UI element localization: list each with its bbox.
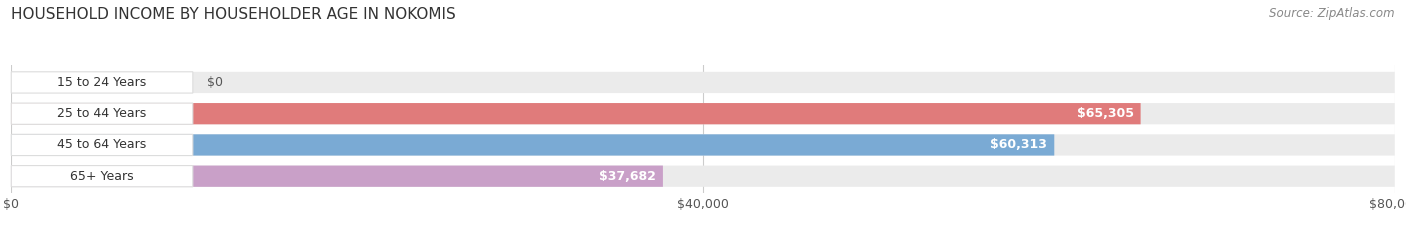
FancyBboxPatch shape <box>11 134 193 156</box>
Text: 15 to 24 Years: 15 to 24 Years <box>58 76 146 89</box>
FancyBboxPatch shape <box>11 103 1140 124</box>
Text: 65+ Years: 65+ Years <box>70 170 134 183</box>
FancyBboxPatch shape <box>11 72 1395 93</box>
Text: $0: $0 <box>207 76 222 89</box>
FancyBboxPatch shape <box>11 72 193 93</box>
Text: Source: ZipAtlas.com: Source: ZipAtlas.com <box>1270 7 1395 20</box>
FancyBboxPatch shape <box>11 166 193 187</box>
FancyBboxPatch shape <box>11 134 1054 156</box>
Text: 45 to 64 Years: 45 to 64 Years <box>58 138 146 151</box>
Text: HOUSEHOLD INCOME BY HOUSEHOLDER AGE IN NOKOMIS: HOUSEHOLD INCOME BY HOUSEHOLDER AGE IN N… <box>11 7 456 22</box>
Text: $37,682: $37,682 <box>599 170 657 183</box>
FancyBboxPatch shape <box>11 166 1395 187</box>
FancyBboxPatch shape <box>11 103 193 124</box>
Text: 25 to 44 Years: 25 to 44 Years <box>58 107 146 120</box>
FancyBboxPatch shape <box>11 103 1395 124</box>
Text: $60,313: $60,313 <box>990 138 1047 151</box>
FancyBboxPatch shape <box>11 134 1395 156</box>
FancyBboxPatch shape <box>11 166 662 187</box>
Text: $65,305: $65,305 <box>1077 107 1133 120</box>
